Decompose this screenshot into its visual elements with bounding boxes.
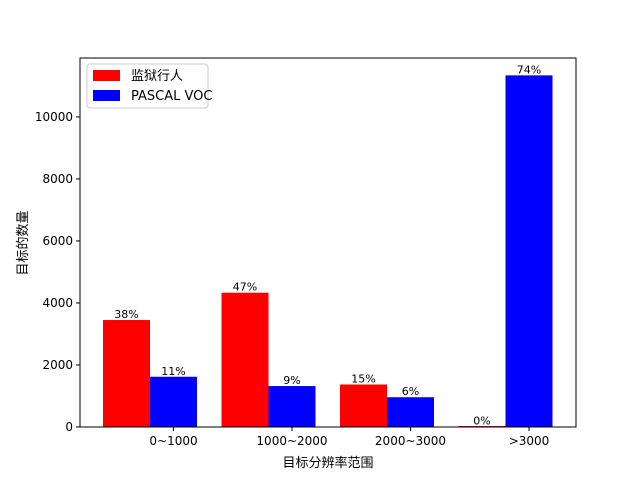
bar-series1-1: [268, 386, 316, 427]
data-label-series1-0: 11%: [161, 365, 185, 378]
legend-label-voc: PASCAL VOC: [131, 89, 212, 104]
y-tick-label-4: 8000: [42, 172, 73, 186]
x-tick-label-0: 0~1000: [149, 434, 197, 448]
y-tick-label-3: 6000: [42, 234, 73, 248]
data-label-series0-3: 0%: [473, 414, 490, 427]
y-axis-label: 目标的数量: [15, 210, 31, 275]
bars-layer: [103, 75, 553, 427]
bar-series0-1: [221, 292, 269, 427]
data-label-series0-2: 15%: [351, 373, 375, 386]
legend-swatch-voc: [93, 90, 120, 101]
x-tick-label-3: >3000: [509, 434, 550, 448]
bar-series1-3: [505, 75, 553, 427]
y-tick-label-0: 0: [65, 420, 73, 434]
bar-series0-2: [340, 384, 387, 427]
x-tick-label-1: 1000~2000: [256, 434, 327, 448]
y-tick-label-1: 2000: [42, 358, 73, 372]
bar-series1-0: [150, 376, 197, 427]
y-tick-label-2: 4000: [42, 296, 73, 310]
y-axis: 0 2000 4000 6000 8000 10000: [35, 110, 80, 434]
plot-frame: [79, 57, 577, 428]
x-axis-label: 目标分辨率范围: [282, 455, 373, 471]
bar-series1-2: [387, 397, 434, 427]
y-tick-label-5: 10000: [35, 110, 73, 124]
data-label-series0-0: 38%: [114, 308, 138, 321]
x-axis: 0~1000 1000~2000 2000~3000 >3000: [149, 427, 549, 448]
bar-series0-0: [103, 320, 150, 427]
x-tick-label-2: 2000~3000: [375, 434, 446, 448]
legend: 监狱行人 PASCAL VOC: [86, 63, 212, 109]
data-label-series0-1: 47%: [233, 281, 257, 294]
data-label-series1-3: 74%: [517, 63, 541, 76]
legend-label-prison: 监狱行人: [131, 69, 183, 84]
legend-swatch-prison: [93, 70, 120, 81]
data-label-series1-2: 6%: [402, 385, 419, 398]
data-labels-layer: 38% 47% 15% 0% 11% 9% 6% 74%: [114, 63, 541, 427]
data-label-series1-1: 9%: [283, 374, 300, 387]
